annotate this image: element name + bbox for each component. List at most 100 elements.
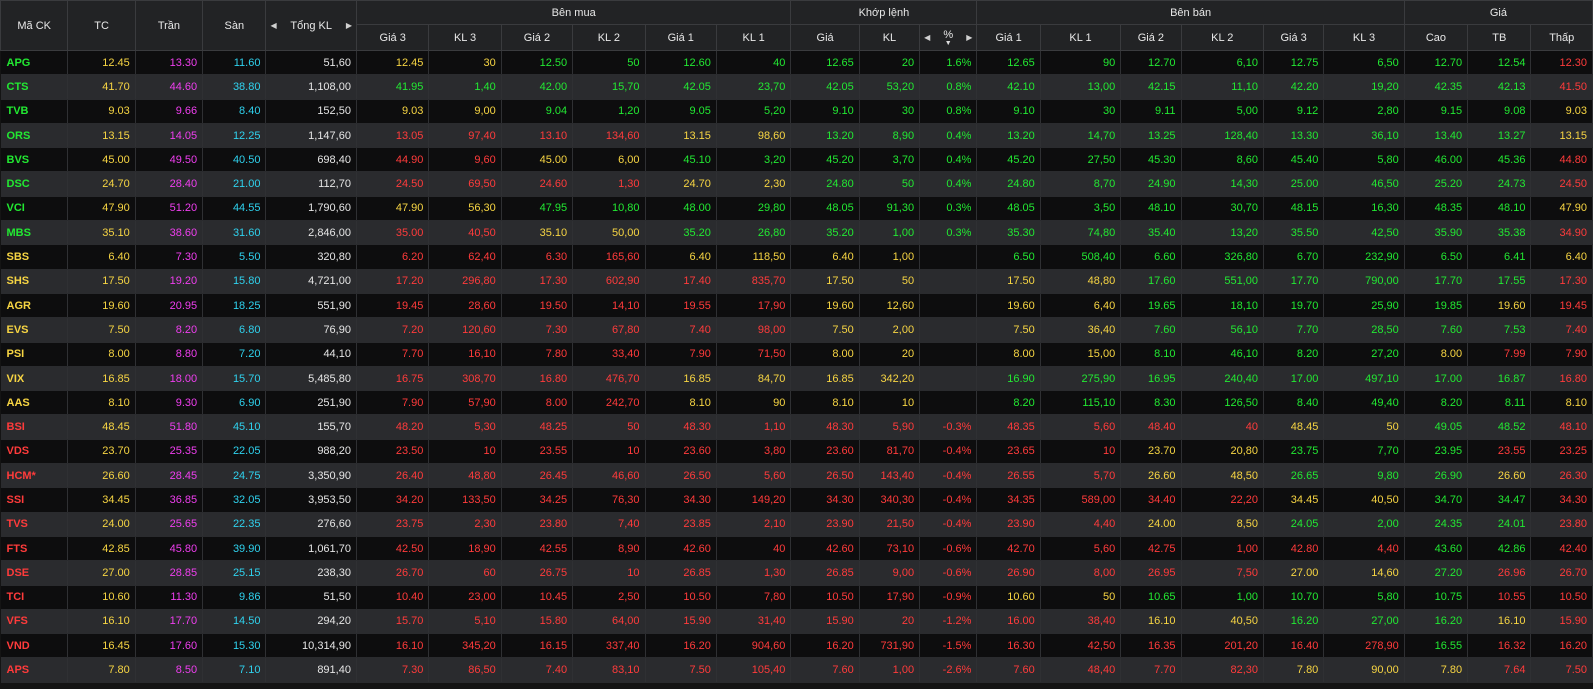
col-header-buy-price3[interactable]: Giá 3 — [355, 24, 430, 51]
col-header-match-percent[interactable]: ◀ % ▼ ▶ — [919, 24, 978, 51]
table-row[interactable]: AGR 19.60 20.95 18.25 551,90 19.45 28,60 19.50 1… — [0, 293, 1593, 319]
col-header-floor[interactable]: Sàn — [202, 0, 267, 51]
table-row[interactable]: ORS 13.15 14.05 12.25 1,147,60 13.05 97,40 13.1… — [0, 123, 1593, 149]
symbol-cell[interactable]: DSE — [0, 560, 69, 586]
col-header-low[interactable]: Thấp — [1530, 24, 1593, 51]
sell-price2-cell: 10.65 — [1120, 585, 1182, 610]
sell-price1-cell: 24.80 — [976, 171, 1041, 197]
table-row[interactable]: VFS 16.10 17.70 14.50 294,20 15.70 5,10 15.80 64… — [0, 609, 1593, 635]
table-row[interactable]: VIX 16.85 18.00 15.70 5,485,80 16.75 308,70 16.… — [0, 366, 1593, 392]
col-header-avg[interactable]: TB — [1467, 24, 1532, 51]
col-header-sell-vol3[interactable]: KL 3 — [1323, 24, 1405, 51]
total-volume-cell: 155,70 — [265, 414, 357, 440]
table-row[interactable]: TCI 10.60 11.30 9.86 51,50 10.40 23,00 10.45 2,5… — [0, 585, 1593, 610]
caret-right-icon[interactable]: ▶ — [966, 33, 973, 42]
table-row[interactable]: TVB 9.03 9.66 8.40 152,50 9.03 9,00 9.04 1,20 9.0… — [0, 99, 1593, 124]
table-row[interactable]: VND 16.45 17.60 15.30 10,314,90 16.10 345,20 16… — [0, 633, 1593, 659]
col-header-ceiling[interactable]: Trần — [134, 0, 204, 51]
col-header-symbol[interactable]: Mã CK — [0, 0, 69, 51]
table-row[interactable]: CTS 41.70 44.60 38.80 1,108,00 41.95 1,40 42.00… — [0, 74, 1593, 100]
col-header-sell-price1[interactable]: Giá 1 — [976, 24, 1041, 51]
table-row[interactable]: MBS 35.10 38.60 31.60 2,846,00 35.00 40,50 35.1… — [0, 220, 1593, 246]
symbol-cell[interactable]: VFS — [0, 609, 69, 635]
col-header-match-vol[interactable]: KL — [858, 24, 921, 51]
avg-price-cell: 8.11 — [1467, 390, 1532, 416]
sell-price1-cell: 26.55 — [976, 463, 1041, 489]
col-header-high[interactable]: Cao — [1403, 24, 1469, 51]
col-header-sell-price2[interactable]: Giá 2 — [1120, 24, 1182, 51]
col-header-sell-price3[interactable]: Giá 3 — [1262, 24, 1325, 51]
table-row[interactable]: BVS 45.00 49.50 40.50 698,40 44.90 9,60 45.00 6,… — [0, 147, 1593, 173]
sell-vol1-cell: 42,50 — [1040, 633, 1122, 659]
symbol-cell[interactable]: APG — [0, 50, 69, 76]
match-percent-cell: -1.2% — [919, 609, 978, 635]
floor-price-cell: 44.55 — [202, 196, 267, 222]
high-price-cell: 7.80 — [1404, 657, 1469, 683]
col-header-match-price[interactable]: Giá — [790, 24, 860, 51]
ceiling-price-cell: 36.85 — [135, 487, 204, 513]
col-header-ref[interactable]: TC — [67, 0, 136, 51]
symbol-cell[interactable]: VDS — [0, 439, 69, 465]
symbol-cell[interactable]: FTS — [0, 536, 69, 562]
sell-vol2-cell: 126,50 — [1181, 390, 1264, 416]
table-row[interactable]: BSI 48.45 51.80 45.10 155,70 48.20 5,30 48.25 50… — [0, 414, 1593, 440]
table-row[interactable]: EVS 7.50 8.20 6.80 76,90 7.20 120,60 7.30 67,80 7… — [0, 317, 1593, 343]
buy-price2-cell: 26.45 — [501, 463, 574, 489]
sell-vol3-cell: 27,00 — [1323, 609, 1405, 635]
symbol-cell[interactable]: SBS — [0, 244, 69, 270]
table-row[interactable]: APS 7.80 8.50 7.10 891,40 7.30 86,50 7.40 83,10 7… — [0, 657, 1593, 683]
col-header-buy-vol1[interactable]: KL 1 — [715, 24, 792, 51]
sort-down-icon[interactable]: ▼ — [944, 39, 952, 47]
table-row[interactable]: PSI 8.00 8.80 7.20 44,10 7.70 16,10 7.80 33,40 7.… — [0, 342, 1593, 367]
table-row[interactable]: DSC 24.70 28.40 21.00 112,70 24.50 69,50 24.60 1… — [0, 171, 1593, 197]
col-header-buy-price1[interactable]: Giá 1 — [644, 24, 717, 51]
table-row[interactable]: SHS 17.50 19.20 15.80 4,721,00 17.20 296,80 17.… — [0, 269, 1593, 294]
table-row[interactable]: VCI 47.90 51.20 44.55 1,790,60 47.90 56,30 47.9… — [0, 196, 1593, 222]
col-header-buy-price2[interactable]: Giá 2 — [500, 24, 574, 51]
symbol-cell[interactable]: AAS — [0, 390, 69, 416]
symbol-cell[interactable]: HCM* — [0, 463, 69, 489]
symbol-cell[interactable]: VIX — [0, 366, 69, 392]
symbol-cell[interactable]: ORS — [0, 123, 69, 149]
symbol-cell[interactable]: EVS — [0, 317, 69, 343]
high-price-cell: 42.35 — [1404, 74, 1469, 100]
caret-left-icon[interactable]: ◀ — [924, 33, 931, 42]
col-header-total-volume[interactable]: ◀ Tổng KL ▶ — [265, 0, 357, 51]
match-price-cell: 8.00 — [790, 342, 860, 367]
table-row[interactable]: DSE 27.00 28.85 25.15 238,30 26.70 60 26.75 10 26… — [0, 560, 1593, 586]
table-row[interactable]: SBS 6.40 7.30 5.50 320,80 6.20 62,40 6.30 165,60… — [0, 244, 1593, 270]
table-row[interactable]: AAS 8.10 9.30 6.90 251,90 7.90 57,90 8.00 242,70… — [0, 390, 1593, 416]
symbol-cell[interactable]: DSC — [0, 171, 69, 197]
table-row[interactable]: FTS 42.85 45.80 39.90 1,061,70 42.50 18,90 42.5… — [0, 536, 1593, 562]
table-row[interactable]: HCM* 26.60 28.45 24.75 3,350,90 26.40 48,80 26.… — [0, 463, 1593, 489]
caret-right-icon[interactable]: ▶ — [345, 21, 352, 30]
table-row[interactable]: TVS 24.00 25.65 22.35 276,60 23.75 2,30 23.80 7,… — [0, 512, 1593, 537]
table-row[interactable]: APG 12.45 13.30 11.60 51,60 12.45 30 12.50 50 12.… — [0, 50, 1593, 76]
caret-left-icon[interactable]: ◀ — [270, 21, 277, 30]
table-row[interactable]: SSI 34.45 36.85 32.05 3,953,50 34.20 133,50 34.… — [0, 487, 1593, 513]
buy-vol2-cell: 46,60 — [572, 463, 646, 489]
symbol-cell[interactable]: BSI — [0, 414, 69, 440]
symbol-cell[interactable]: TVB — [0, 99, 69, 124]
total-volume-cell: 698,40 — [265, 147, 357, 173]
symbol-cell[interactable]: PSI — [0, 342, 69, 367]
col-header-buy-vol3[interactable]: KL 3 — [428, 24, 502, 51]
symbol-cell[interactable]: SHS — [0, 269, 69, 294]
symbol-cell[interactable]: BVS — [0, 147, 69, 173]
table-header: Mã CK TC Trần Sàn ◀ Tổng KL ▶ Bên mua Kh… — [0, 0, 1593, 51]
symbol-cell[interactable]: MBS — [0, 220, 69, 246]
symbol-cell[interactable]: CTS — [0, 74, 69, 100]
col-header-sell-vol1[interactable]: KL 1 — [1039, 24, 1122, 51]
symbol-cell[interactable]: VCI — [0, 196, 69, 222]
symbol-cell[interactable]: TVS — [0, 512, 69, 537]
symbol-cell[interactable]: APS — [0, 657, 69, 683]
sell-price2-cell: 19.65 — [1120, 293, 1182, 319]
table-row[interactable]: VDS 23.70 25.35 22.05 988,20 23.50 10 23.55 10 23… — [0, 439, 1593, 465]
symbol-cell[interactable]: SSI — [0, 487, 69, 513]
col-header-sell-vol2[interactable]: KL 2 — [1180, 24, 1264, 51]
symbol-cell[interactable]: VND — [0, 633, 69, 659]
col-header-buy-vol2[interactable]: KL 2 — [572, 24, 646, 51]
symbol-cell[interactable]: AGR — [0, 293, 69, 319]
symbol-cell[interactable]: TCI — [0, 585, 69, 610]
buy-vol2-cell: 1,30 — [572, 171, 646, 197]
